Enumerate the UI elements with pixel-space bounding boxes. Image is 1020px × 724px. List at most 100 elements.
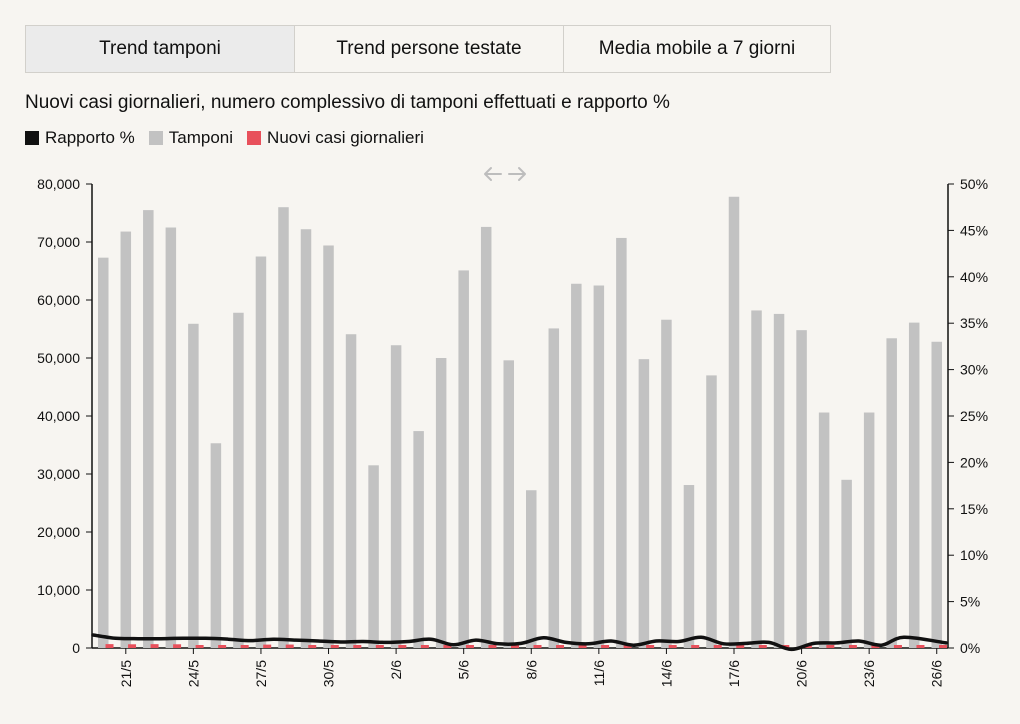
- bar-nuovi-casi: [105, 644, 114, 648]
- bar-nuovi-casi: [488, 645, 497, 648]
- bar-nuovi-casi: [871, 645, 880, 648]
- x-tick-label: 17/6: [726, 660, 742, 687]
- y-right-tick-label: 30%: [960, 362, 988, 378]
- y-right-tick-label: 50%: [960, 176, 988, 192]
- bar-tamponi: [571, 283, 582, 648]
- bar-nuovi-casi: [195, 645, 204, 648]
- bar-nuovi-casi: [308, 645, 317, 648]
- bar-tamponi: [863, 412, 875, 648]
- bar-nuovi-casi: [375, 645, 384, 648]
- y-right-tick-label: 35%: [960, 315, 988, 331]
- x-tick-label: 2/6: [388, 660, 404, 680]
- x-tick-label: 20/6: [794, 660, 810, 687]
- y-right-tick-label: 20%: [960, 454, 988, 470]
- y-left-tick-label: 20,000: [37, 524, 80, 540]
- bar-nuovi-casi: [556, 645, 565, 648]
- bar-tamponi: [120, 231, 132, 648]
- bar-nuovi-casi: [758, 645, 767, 648]
- bar-tamponi: [458, 270, 469, 648]
- legend-item-nuovi-casi[interactable]: Nuovi casi giornalieri: [247, 128, 424, 148]
- y-right-tick-label: 10%: [960, 547, 988, 563]
- bar-tamponi: [480, 226, 492, 649]
- bar-tamponi: [841, 479, 852, 648]
- bar-tamponi: [751, 310, 762, 648]
- bar-tamponi: [931, 341, 942, 648]
- x-tick-label: 14/6: [658, 660, 674, 687]
- bar-nuovi-casi: [173, 644, 182, 648]
- bar-tamponi: [300, 229, 312, 649]
- tab-trend-tamponi[interactable]: Trend tamponi: [25, 25, 295, 73]
- y-left-tick-label: 80,000: [37, 176, 80, 192]
- bar-tamponi: [390, 345, 402, 648]
- bar-nuovi-casi: [713, 645, 722, 648]
- legend-swatch-rapporto: [25, 131, 39, 145]
- bar-tamponi: [413, 431, 424, 648]
- line-rapporto: [91, 633, 948, 652]
- bar-tamponi: [368, 465, 379, 648]
- bar-nuovi-casi: [443, 645, 452, 648]
- bar-tamponi: [503, 360, 514, 648]
- bar-nuovi-casi: [646, 645, 655, 648]
- bar-nuovi-casi: [240, 645, 249, 648]
- bar-tamponi: [188, 323, 199, 648]
- x-tick-label: 23/6: [861, 660, 877, 687]
- bar-nuovi-casi: [691, 645, 700, 648]
- horizontal-arrows-icon[interactable]: [482, 162, 528, 186]
- bar-tamponi: [616, 237, 627, 648]
- x-tick-label: 11/6: [591, 660, 607, 686]
- bar-tamponi: [661, 319, 672, 648]
- bar-nuovi-casi: [668, 645, 677, 648]
- y-left-tick-label: 70,000: [37, 234, 80, 250]
- y-right-tick-label: 5%: [960, 594, 980, 610]
- bar-tamponi: [796, 330, 807, 648]
- y-right-tick-label: 45%: [960, 222, 988, 238]
- bar-nuovi-casi: [510, 645, 519, 648]
- bar-tamponi: [593, 285, 605, 648]
- bar-tamponi: [526, 490, 537, 648]
- bar-nuovi-casi: [465, 644, 474, 648]
- x-tick-label: 26/6: [929, 660, 945, 687]
- bar-nuovi-casi: [420, 645, 429, 648]
- bar-tamponi: [818, 412, 830, 648]
- bar-nuovi-casi: [150, 644, 159, 648]
- legend-item-rapporto[interactable]: Rapporto %: [25, 128, 135, 148]
- y-left-tick-label: 30,000: [37, 466, 80, 482]
- y-right-tick-label: 0%: [960, 640, 980, 656]
- bar-tamponi: [435, 358, 447, 648]
- legend-label-tamponi: Tamponi: [168, 128, 234, 147]
- bar-nuovi-casi: [623, 645, 632, 648]
- bar-nuovi-casi: [218, 645, 227, 648]
- bar-tamponi: [706, 375, 717, 648]
- bar-tamponi: [728, 196, 740, 648]
- chart-legend: Rapporto % Tamponi Nuovi casi giornalier…: [25, 128, 438, 148]
- tab-trend-persone-testate[interactable]: Trend persone testate: [294, 25, 564, 73]
- bar-tamponi: [638, 359, 650, 648]
- bar-nuovi-casi: [916, 645, 925, 648]
- y-right-tick-label: 25%: [960, 408, 988, 424]
- bar-tamponi: [683, 485, 695, 648]
- bar-nuovi-casi: [128, 644, 137, 648]
- bar-nuovi-casi: [533, 645, 542, 648]
- bar-tamponi: [908, 322, 920, 648]
- tab-media-mobile[interactable]: Media mobile a 7 giorni: [563, 25, 831, 73]
- bar-tamponi: [210, 443, 222, 648]
- x-tick-label: 30/5: [321, 660, 337, 687]
- bar-tamponi: [548, 328, 560, 648]
- bar-tamponi: [773, 313, 785, 648]
- bar-nuovi-casi: [736, 645, 745, 648]
- x-tick-label: 5/6: [456, 660, 472, 680]
- legend-label-rapporto: Rapporto %: [45, 128, 135, 147]
- legend-item-tamponi[interactable]: Tamponi: [148, 128, 234, 148]
- y-left-tick-label: 50,000: [37, 350, 80, 366]
- x-tick-label: 27/5: [253, 660, 269, 687]
- y-right-tick-label: 40%: [960, 269, 988, 285]
- bar-tamponi: [886, 338, 897, 648]
- bar-nuovi-casi: [893, 645, 902, 648]
- bar-tamponi: [255, 256, 267, 648]
- bar-nuovi-casi: [353, 645, 362, 648]
- bar-tamponi: [323, 245, 334, 649]
- x-tick-label: 8/6: [523, 660, 539, 680]
- bar-nuovi-casi: [330, 645, 339, 648]
- x-tick-label: 24/5: [185, 660, 201, 687]
